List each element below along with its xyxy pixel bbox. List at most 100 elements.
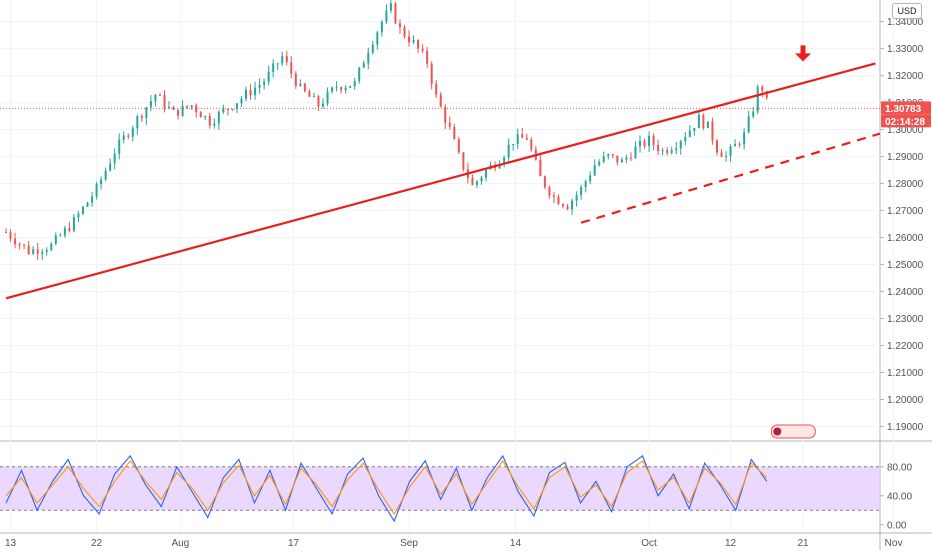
candle-body bbox=[629, 157, 632, 159]
candle-body bbox=[575, 194, 578, 201]
candle-body bbox=[435, 83, 438, 95]
currency-selector-button[interactable]: USD bbox=[892, 3, 922, 19]
candle-body bbox=[54, 235, 57, 244]
x-tick-label: Oct bbox=[641, 538, 657, 549]
candle-body bbox=[426, 50, 429, 64]
candle-body bbox=[308, 91, 311, 97]
candle-body bbox=[95, 184, 98, 197]
candle-body bbox=[140, 116, 143, 119]
candle-body bbox=[507, 144, 510, 158]
candle-body bbox=[444, 106, 447, 123]
candle-body bbox=[408, 36, 411, 43]
candle-body bbox=[77, 213, 80, 218]
candle-body bbox=[602, 156, 605, 163]
candle-body bbox=[254, 87, 257, 96]
candle-body bbox=[715, 140, 718, 153]
candle-body bbox=[711, 121, 714, 141]
candle-body bbox=[380, 21, 383, 33]
candle-body bbox=[100, 179, 103, 185]
y-tick-label: 1.27000 bbox=[887, 206, 924, 217]
candle-body bbox=[285, 56, 288, 63]
candle-body bbox=[661, 150, 664, 152]
countdown-tag bbox=[881, 114, 931, 128]
candle-body bbox=[562, 204, 565, 207]
candle-body bbox=[27, 245, 30, 254]
candle-body bbox=[41, 251, 44, 254]
candle-body bbox=[245, 90, 248, 99]
candle-body bbox=[480, 177, 483, 182]
candle-body bbox=[32, 249, 35, 254]
candle-body bbox=[59, 235, 62, 237]
candle-body bbox=[589, 175, 592, 182]
candle-body bbox=[729, 146, 732, 156]
resistance-trendline[interactable] bbox=[5, 62, 876, 300]
candle-body bbox=[512, 143, 515, 145]
candle-body bbox=[290, 62, 293, 74]
x-tick-label: 21 bbox=[797, 538, 809, 549]
candle-body bbox=[485, 169, 488, 178]
candle-body bbox=[36, 249, 39, 254]
candle-body bbox=[272, 63, 275, 72]
candle-body bbox=[23, 244, 26, 246]
candle-body bbox=[475, 181, 478, 186]
candle-body bbox=[471, 178, 474, 186]
candle-body bbox=[593, 165, 596, 176]
candle-body bbox=[539, 159, 542, 177]
osc-y-tick-label: 80.00 bbox=[887, 462, 912, 473]
candle-body bbox=[299, 83, 302, 86]
y-tick-label: 1.22000 bbox=[887, 341, 924, 352]
candle-body bbox=[281, 56, 284, 64]
candle-body bbox=[222, 109, 225, 113]
candle-body bbox=[620, 159, 623, 163]
y-tick-label: 1.25000 bbox=[887, 260, 924, 271]
candle-body bbox=[439, 94, 442, 107]
candle-body bbox=[521, 134, 524, 138]
candle-body bbox=[616, 155, 619, 163]
y-tick-label: 1.20000 bbox=[887, 395, 924, 406]
candle-body bbox=[86, 202, 89, 207]
candle-body bbox=[18, 244, 21, 246]
candle-body bbox=[158, 94, 161, 96]
candle-body bbox=[367, 52, 370, 64]
candle-body bbox=[326, 91, 329, 104]
candle-body bbox=[648, 135, 651, 146]
candle-body bbox=[72, 217, 75, 231]
candle-body bbox=[734, 143, 737, 147]
candle-body bbox=[557, 196, 560, 205]
x-tick-label: Nov bbox=[885, 538, 903, 549]
support-trendline-dashed[interactable] bbox=[580, 132, 881, 224]
candle-body bbox=[321, 103, 324, 107]
candle-body bbox=[756, 86, 759, 112]
candle-body bbox=[14, 238, 17, 245]
candle-body bbox=[181, 105, 184, 116]
candle-body bbox=[725, 155, 728, 157]
economic-events-icon[interactable] bbox=[770, 424, 816, 439]
y-tick-label: 1.19000 bbox=[887, 422, 924, 433]
candle-body bbox=[263, 81, 266, 85]
candle-body bbox=[131, 128, 134, 137]
candle-body bbox=[752, 111, 755, 117]
candle-body bbox=[398, 23, 401, 28]
candle-body bbox=[765, 90, 768, 98]
candle-body bbox=[145, 107, 148, 119]
candle-body bbox=[335, 87, 338, 89]
stoch-band bbox=[0, 466, 880, 511]
y-tick-label: 1.29000 bbox=[887, 152, 924, 163]
stoch-k-line bbox=[5, 454, 768, 523]
candle-body bbox=[63, 228, 66, 236]
candle-body bbox=[303, 83, 306, 92]
candle-body bbox=[9, 232, 12, 239]
candle-body bbox=[552, 195, 555, 197]
x-tick-label: 22 bbox=[91, 538, 103, 549]
candle-body bbox=[697, 114, 700, 129]
candle-body bbox=[412, 40, 415, 43]
candle-body bbox=[127, 135, 130, 137]
candle-body bbox=[177, 109, 180, 116]
candle-body bbox=[634, 146, 637, 159]
candle-body bbox=[693, 128, 696, 131]
candle-body bbox=[226, 109, 229, 111]
candle-body bbox=[81, 206, 84, 214]
y-tick-label: 1.33000 bbox=[887, 44, 924, 55]
candle-body bbox=[118, 139, 121, 154]
